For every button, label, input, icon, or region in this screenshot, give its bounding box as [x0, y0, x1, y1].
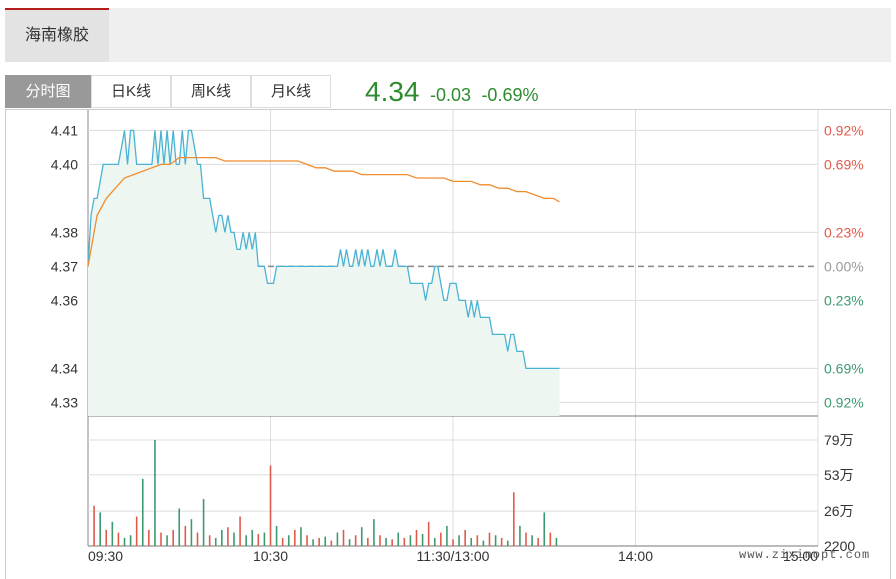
price-tick-label: 4.34 — [51, 360, 78, 376]
price-change-percent: -0.69% — [481, 85, 539, 105]
pct-tick-label: 0.69% — [824, 360, 864, 376]
volume-tick-label: 2200 — [824, 538, 855, 554]
pct-tick-label: 0.92% — [824, 122, 864, 138]
average-line — [87, 156, 560, 267]
time-tick-label: 11:30/13:00 — [417, 548, 490, 564]
stock-header: 海南橡胶 — [5, 8, 891, 62]
price-area-fill — [88, 130, 560, 416]
time-tick-label: 14:00 — [618, 548, 653, 564]
price-tick-label: 4.40 — [51, 156, 78, 172]
time-tick-label: 10:30 — [253, 548, 288, 564]
stock-name-tab[interactable]: 海南橡胶 — [5, 8, 109, 62]
quote-summary: 4.34 -0.03 -0.69% — [365, 76, 538, 110]
tab-weekly-k[interactable]: 周K线 — [171, 75, 251, 108]
price-tick-label: 4.41 — [51, 122, 78, 138]
current-price: 4.34 — [365, 76, 420, 107]
pct-tick-label: 0.00% — [824, 258, 864, 274]
price-tick-label: 4.33 — [51, 394, 78, 410]
tab-daily-k[interactable]: 日K线 — [91, 75, 171, 108]
chart-lines — [87, 129, 560, 370]
price-area — [88, 130, 560, 416]
price-tick-label: 4.38 — [51, 224, 78, 240]
tab-intraday[interactable]: 分时图 — [5, 75, 91, 108]
tab-monthly-k[interactable]: 月K线 — [251, 75, 331, 108]
pct-tick-label: 0.23% — [824, 292, 864, 308]
price-tick-label: 4.37 — [51, 258, 78, 274]
watermark-text: www.zixinopt.com — [739, 548, 871, 562]
volume-tick-label: 26万 — [824, 503, 854, 519]
volume-tick-label: 53万 — [824, 467, 854, 483]
price-change: -0.03 — [429, 85, 471, 105]
pct-tick-label: 0.92% — [824, 394, 864, 410]
intraday-chart — [5, 109, 891, 579]
pct-tick-label: 0.23% — [824, 224, 864, 240]
time-tick-label: 09:30 — [88, 548, 123, 564]
volume-bars — [93, 440, 558, 546]
volume-tick-label: 79万 — [824, 432, 854, 448]
price-tick-label: 4.36 — [51, 292, 78, 308]
axis-labels: 4.41 4.40 4.38 4.37 4.36 4.34 4.33 0.92% 0.69% 0.… — [51, 122, 864, 564]
pct-tick-label: 0.69% — [824, 156, 864, 172]
time-tick-label: 15:00 — [783, 548, 818, 564]
price-line — [87, 129, 560, 370]
